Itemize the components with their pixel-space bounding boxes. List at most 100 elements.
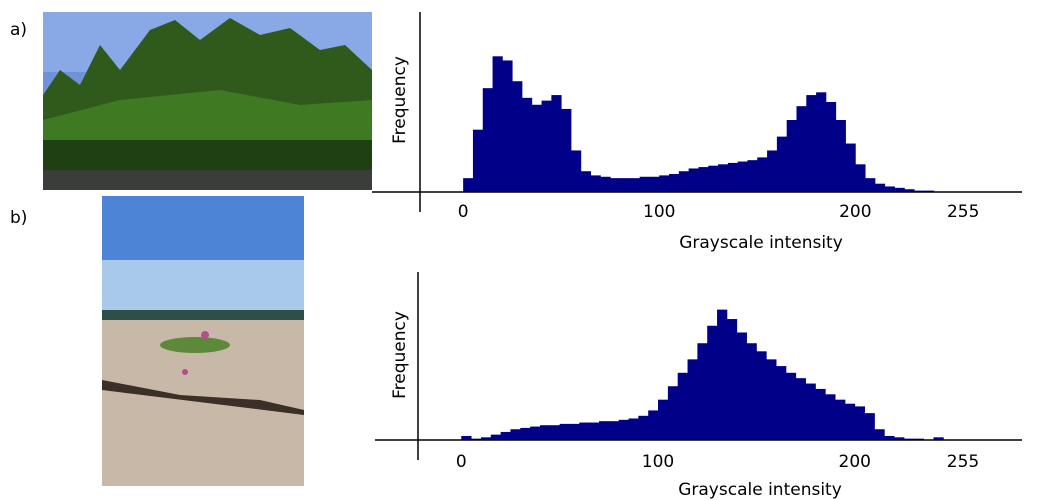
- histogram-bar: [697, 343, 708, 440]
- histogram-bar: [492, 56, 503, 192]
- y-axis-label: Frequency: [390, 311, 410, 399]
- x-axis-label: Grayscale intensity: [679, 233, 843, 253]
- histogram-bar: [747, 160, 758, 192]
- histogram-bar: [667, 386, 679, 440]
- histogram-bar: [815, 388, 826, 440]
- x-tick-label: 200: [839, 452, 871, 472]
- histogram-bar: [570, 150, 582, 192]
- histogram-bar: [461, 435, 472, 440]
- histogram-bar: [541, 100, 552, 192]
- histogram-bar: [482, 88, 493, 192]
- histogram-bar: [726, 319, 738, 440]
- histogram-bar: [757, 157, 768, 192]
- x-tick-label: 100: [643, 202, 675, 222]
- histogram-bar: [717, 309, 728, 440]
- histogram-bar: [608, 421, 620, 440]
- histogram-bar: [539, 425, 551, 440]
- histogram-bar: [874, 183, 886, 192]
- histogram-bar: [698, 167, 709, 192]
- panel-label: b): [10, 208, 27, 228]
- histogram-bar: [727, 162, 739, 192]
- histogram-bar: [736, 332, 747, 440]
- histogram-bar: [610, 178, 621, 192]
- histogram-bar: [658, 399, 669, 440]
- histogram-bar: [472, 129, 484, 192]
- histogram-bar: [825, 102, 837, 192]
- y-axis-label: Frequency: [390, 56, 410, 144]
- histogram-bar: [767, 150, 778, 192]
- histogram-bar: [521, 97, 533, 192]
- histogram-bar: [649, 176, 660, 192]
- photo-shore: [102, 196, 304, 486]
- histogram-bar: [933, 437, 944, 440]
- histogram-bar: [884, 435, 895, 440]
- histogram-bar: [669, 174, 680, 192]
- histogram-bar: [589, 422, 600, 440]
- histogram-bar: [531, 104, 542, 192]
- histogram-bar: [480, 437, 492, 440]
- x-tick-label: 200: [839, 202, 871, 222]
- histogram-bar: [659, 175, 670, 192]
- histogram-bar: [490, 434, 502, 440]
- histogram-bar: [628, 418, 639, 440]
- histogram-bar: [512, 81, 523, 192]
- histogram-bar: [687, 359, 698, 440]
- histogram-bar: [569, 423, 580, 440]
- histogram-bar: [795, 378, 806, 440]
- histogram-bar: [559, 423, 570, 440]
- histogram-bar: [620, 178, 631, 192]
- histogram-bar: [844, 403, 856, 440]
- histogram-bar: [580, 171, 591, 192]
- histogram-bar: [884, 186, 895, 192]
- histogram-bar: [894, 187, 905, 192]
- histogram-bar: [845, 143, 856, 192]
- x-axis-label: Grayscale intensity: [678, 480, 842, 500]
- panel-label: a): [10, 20, 27, 40]
- histogram-bar: [746, 343, 757, 440]
- histogram-bar: [835, 120, 846, 192]
- histogram-bar: [688, 168, 699, 192]
- histogram-bar: [864, 413, 875, 440]
- histogram-bar: [805, 383, 816, 440]
- histogram-bar: [648, 410, 659, 440]
- histogram-bar: [854, 406, 866, 440]
- histogram-bar: [638, 415, 649, 440]
- histogram-bar: [894, 437, 905, 440]
- photo-forest: [43, 12, 372, 190]
- histogram-bar: [776, 366, 787, 440]
- histogram-bar: [718, 164, 729, 192]
- x-tick-label: 255: [947, 452, 979, 472]
- histogram-bar: [904, 189, 915, 192]
- histogram-bar: [786, 120, 797, 192]
- histogram-bar: [855, 164, 866, 192]
- histogram-bar: [825, 394, 836, 440]
- histogram-bar: [639, 176, 650, 192]
- histogram-bar: [865, 178, 876, 192]
- histogram-bar: [510, 429, 521, 440]
- histogram-bar: [776, 136, 788, 192]
- histogram-bar: [766, 359, 777, 440]
- histogram-bar: [600, 176, 611, 192]
- histogram-bar: [677, 372, 688, 440]
- histogram-bar: [806, 95, 817, 192]
- histogram-bar: [678, 171, 690, 192]
- histogram-bar: [756, 351, 767, 440]
- histogram-bar: [708, 165, 719, 192]
- histogram-bar: [520, 427, 531, 440]
- histogram-bar: [785, 372, 797, 440]
- histogram-bar: [579, 422, 590, 440]
- x-tick-label: 100: [642, 452, 674, 472]
- histogram-bar: [463, 178, 474, 192]
- histogram-bar: [551, 95, 562, 192]
- histogram-bar: [816, 92, 827, 192]
- histogram-bar: [874, 429, 885, 440]
- histogram-bar: [599, 421, 610, 440]
- histogram-bar: [500, 431, 511, 440]
- histogram-bar: [502, 60, 513, 192]
- histogram-bar: [561, 108, 572, 192]
- histogram-bar: [530, 426, 541, 440]
- x-tick-label: 255: [947, 202, 979, 222]
- histogram-bar: [835, 399, 846, 440]
- histogram-bar: [737, 161, 748, 192]
